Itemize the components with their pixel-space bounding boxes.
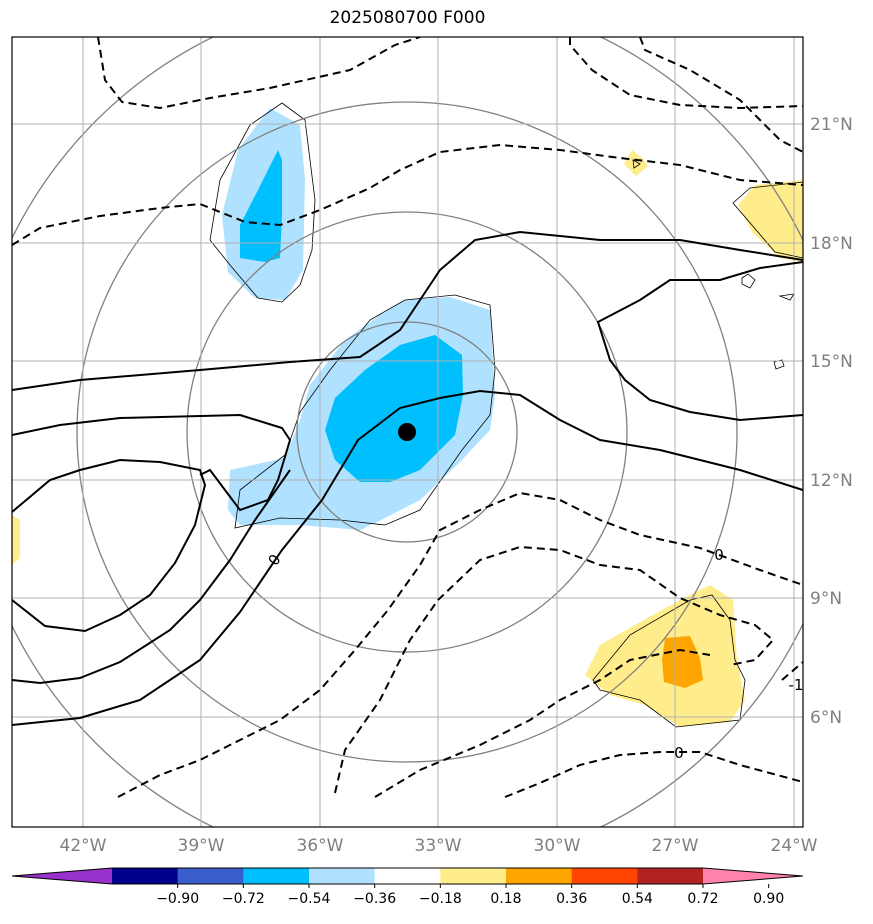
colorbar-label: −0.18 [419,891,462,907]
outline-southeast [592,594,746,728]
dashed-contour-2 [12,143,803,246]
lat-label: 15°N [810,352,853,372]
colorbar-label: 0.18 [490,891,521,907]
range-ring-1 [296,321,518,543]
colorbar-label: 0.36 [556,891,587,907]
colorbar-label: −0.54 [288,891,331,907]
colorbar-segment [506,868,573,884]
dashed-contour-1 [97,37,421,110]
lon-label: 39°W [178,836,225,856]
lon-label: 36°W [297,836,344,856]
storm-center-marker [398,423,416,441]
colorbar-label: −0.72 [222,891,265,907]
solid-contour-2 [12,413,292,512]
dashed-contour-6 [334,545,775,794]
lon-label: 24°W [771,836,818,856]
yellow-region-northeast [738,180,803,262]
contour-label: 0 [674,744,684,762]
solid-contour-5 [12,458,207,633]
colorbar-segment [440,868,507,884]
lon-label: 42°W [60,836,107,856]
solid-contour-3 [12,389,803,726]
dashed-contour-5 [117,491,803,798]
latitude-labels: 21°N 18°N 15°N 12°N 9°N 6°N [810,115,853,728]
solid-contour-1 [12,230,803,391]
yellow-spot-northeast [624,150,648,176]
range-ring-2 [186,211,628,653]
solid-contour-6 [596,261,803,422]
dashed-contour-3 [569,37,803,110]
colorbar-segment [112,868,179,884]
colorbar-segment [309,868,376,884]
dashed-contour-7 [374,648,711,798]
colorbar-label: −0.90 [156,891,199,907]
map-title: 2025080700 F000 [329,8,486,28]
colorbar-segment [374,868,441,884]
colorbar-segment [243,868,310,884]
lon-label: 33°W [415,836,462,856]
colorbar-label: 0.90 [753,891,784,907]
lat-label: 6°N [810,708,842,728]
colorbar-segment [177,868,244,884]
colorbar-extend-left [12,868,112,884]
lat-label: 18°N [810,234,853,254]
solid-contours [12,230,803,726]
lat-label: 12°N [810,471,853,491]
lon-label: 30°W [534,836,581,856]
blue-region-center [325,335,463,482]
map-frame [11,36,804,828]
colorbar-label: 0.54 [622,891,653,907]
yellow-region-west [12,515,20,565]
dashed-contour-8 [504,751,803,798]
shading-outlines [209,102,803,728]
map-area: 0 0 0 -1 [12,37,804,827]
contour-label: -1 [789,676,804,694]
colorbar: −0.90 −0.72 −0.54 −0.36 −0.18 0.18 0.36 0.54 0.7… [11,867,804,907]
outline-blob-1 [741,273,756,289]
solid-contour-4 [12,469,291,685]
colorbar-outline [11,867,804,885]
lon-label: 27°W [652,836,699,856]
colorbar-label: −0.36 [353,891,396,907]
dashed-contour-4 [639,37,803,153]
dashed-contours [12,37,803,798]
colorbar-extend-right [703,868,803,884]
lat-label: 21°N [810,115,853,135]
outline-blob-3 [778,293,795,301]
range-ring-3 [76,101,738,763]
longitude-labels: 42°W 39°W 36°W 33°W 30°W 27°W 24°W [60,836,818,856]
outline-spot [632,159,641,169]
dashed-contour-9 [781,661,803,681]
colorbar-segment [637,868,704,884]
outline-north [209,102,316,303]
orange-region-southeast [662,636,703,688]
range-rings [12,37,803,827]
shaded-anomaly-field [12,108,803,727]
colorbar-label: 0.72 [687,891,718,907]
lat-label: 9°N [810,589,842,609]
colorbar-segment [571,868,638,884]
contour-label: 0 [714,546,724,564]
blue-region-north [240,150,282,262]
